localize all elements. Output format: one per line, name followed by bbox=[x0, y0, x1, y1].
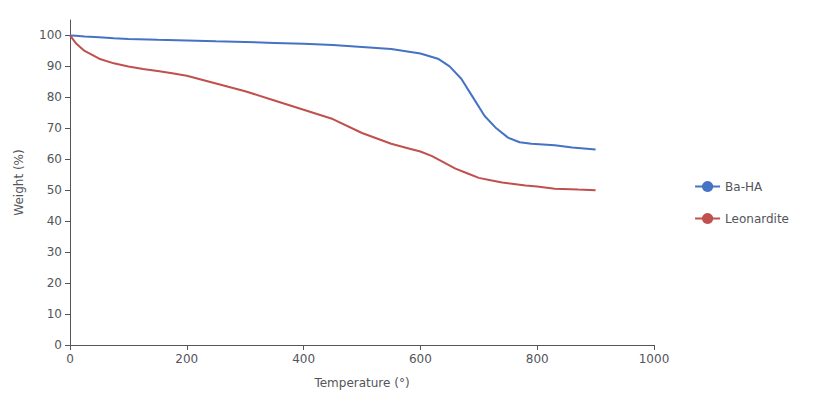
svg-text:60: 60 bbox=[47, 152, 62, 166]
svg-text:0: 0 bbox=[54, 338, 62, 352]
svg-text:600: 600 bbox=[409, 352, 432, 366]
svg-text:30: 30 bbox=[47, 245, 62, 259]
svg-text:400: 400 bbox=[292, 352, 315, 366]
svg-text:90: 90 bbox=[47, 59, 62, 73]
svg-text:10: 10 bbox=[47, 307, 62, 321]
svg-text:0: 0 bbox=[66, 352, 74, 366]
svg-text:80: 80 bbox=[47, 90, 62, 104]
svg-text:Temperature (°): Temperature (°) bbox=[313, 376, 409, 390]
svg-text:100: 100 bbox=[39, 28, 62, 42]
svg-text:200: 200 bbox=[175, 352, 198, 366]
svg-text:50: 50 bbox=[47, 183, 62, 197]
svg-text:1000: 1000 bbox=[639, 352, 670, 366]
svg-text:20: 20 bbox=[47, 276, 62, 290]
svg-text:40: 40 bbox=[47, 214, 62, 228]
svg-text:Leonardite: Leonardite bbox=[725, 212, 789, 226]
svg-text:Weight (%): Weight (%) bbox=[12, 149, 26, 215]
svg-text:800: 800 bbox=[526, 352, 549, 366]
svg-text:70: 70 bbox=[47, 121, 62, 135]
svg-text:Ba-HA: Ba-HA bbox=[725, 180, 763, 194]
